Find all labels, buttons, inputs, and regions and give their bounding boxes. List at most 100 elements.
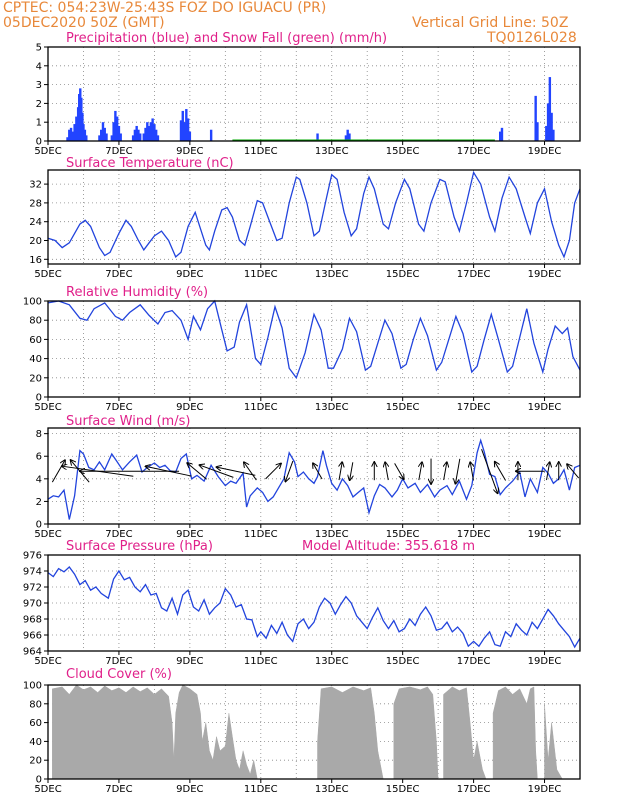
rh-ytick-label: 100 — [23, 297, 42, 308]
wind-vector-arrow — [200, 465, 234, 478]
rh-xtick-label: 17DEC — [457, 402, 491, 413]
precip-xtick-label: 17DEC — [457, 146, 491, 157]
precip-bar — [552, 129, 555, 141]
precip-bar — [545, 125, 548, 141]
precip-bar — [348, 133, 351, 141]
precip-xtick-label: 13DEC — [315, 146, 349, 157]
precip-bar — [115, 116, 119, 141]
precip-bar — [105, 133, 108, 141]
precip-bar — [85, 135, 88, 141]
precip-bar — [73, 124, 76, 141]
precip-bar — [142, 133, 145, 141]
rh-xtick-label: 5DEC — [34, 402, 61, 413]
precip-bar — [550, 112, 553, 141]
wind-vector-arrow — [547, 462, 550, 481]
wind-vector-arrow — [444, 462, 447, 481]
precip-bar — [135, 125, 138, 141]
precip-bar — [119, 133, 122, 141]
cloud-ytick-label: 0 — [36, 775, 42, 786]
pressure-panel: 964 966 968 970 972 974 976 5DEC 7DEC 9DEC 11DEC 13… — [23, 539, 581, 667]
wind-xtick-label: 7DEC — [105, 529, 132, 540]
wind-series-line — [47, 438, 581, 520]
cloud-title: Cloud Cover (%) — [66, 667, 172, 682]
precip-ytick-label: 5 — [36, 43, 42, 54]
rh-xtick-label: 13DEC — [315, 402, 349, 413]
wind-vector-arrow — [470, 462, 473, 481]
wind-title: Surface Wind (m/s) — [66, 414, 190, 429]
wind-vector-arrow — [350, 462, 353, 480]
rh-ytick-label: 40 — [29, 354, 42, 365]
precip-title: Precipitation (blue) and Snow Fall (gree… — [66, 31, 387, 46]
pressure-subtitle: Model Altitude: 355.618 m — [302, 539, 475, 554]
rh-ytick-label: 20 — [29, 373, 42, 384]
precip-bar — [149, 122, 153, 141]
precip-bar — [147, 125, 151, 141]
precip-bar — [131, 135, 135, 141]
cloud-xtick-label: 17DEC — [457, 784, 491, 795]
cloud-xtick-label: 5DEC — [34, 784, 61, 795]
precip-bar — [112, 122, 115, 141]
wind-xtick-label: 17DEC — [457, 529, 491, 540]
header-code: TQ0126L028 — [487, 30, 577, 46]
precip-bar — [151, 118, 154, 141]
pressure-ytick-label: 972 — [23, 583, 42, 594]
wind-xtick-label: 15DEC — [386, 529, 420, 540]
cloud-ytick-label: 40 — [29, 737, 42, 748]
precip-frame — [47, 46, 581, 142]
pressure-xtick-label: 11DEC — [244, 656, 278, 667]
precip-bar — [548, 77, 552, 141]
precip-bar — [144, 127, 147, 141]
temp-xtick-label: 17DEC — [457, 269, 491, 280]
wind-vector-arrow — [394, 463, 404, 479]
wind-vector-arrow — [187, 463, 207, 480]
wind-ytick-label: 8 — [36, 429, 42, 440]
precip-xtick-label: 19DEC — [528, 146, 562, 157]
wind-vector-arrow — [385, 462, 388, 481]
wind-vector-arrow — [51, 460, 65, 483]
pressure-xtick-label: 15DEC — [386, 656, 420, 667]
precip-xtick-label: 9DEC — [176, 146, 203, 157]
precip-bar — [499, 131, 502, 141]
rh-ytick-label: 60 — [29, 335, 42, 346]
precip-bar — [179, 120, 183, 141]
precip-bar — [71, 131, 75, 141]
pressure-ytick-label: 968 — [23, 615, 42, 626]
precip-bar — [100, 129, 103, 141]
wind-vector-arrow — [265, 464, 281, 480]
precip-bar — [146, 122, 149, 141]
header-run-time: 05DEC2020 50Z (GMT) — [3, 15, 165, 31]
rh-xtick-label: 7DEC — [105, 402, 132, 413]
precip-bar — [500, 127, 504, 141]
cloud-xtick-label: 19DEC — [528, 784, 562, 795]
temp-title: Surface Temperature (nC) — [66, 156, 234, 171]
rh-xtick-label: 19DEC — [528, 402, 562, 413]
precip-ytick-label: 0 — [36, 137, 42, 148]
wind-vector-arrow — [244, 462, 257, 481]
precip-ytick-label: 3 — [36, 80, 42, 91]
precip-bar — [133, 129, 137, 141]
cloud-panel: 0 20 40 60 80 100 5DEC 7DEC 9DEC 11DEC 13DEC 15DEC 1… — [23, 667, 581, 795]
pressure-xtick-label: 19DEC — [528, 656, 562, 667]
rh-xtick-label: 15DEC — [386, 402, 420, 413]
wind-ytick-label: 4 — [36, 474, 42, 485]
wind-xtick-label: 13DEC — [315, 529, 349, 540]
precip-xtick-label: 5DEC — [34, 146, 61, 157]
precip-bar — [83, 129, 87, 141]
wind-panel: 0 2 4 6 8 5DEC 7DEC 9DEC 11DEC 13DEC 15DEC 17DEC 19D… — [34, 414, 581, 540]
temp-xtick-label: 5DEC — [34, 269, 61, 280]
precip-bar — [103, 127, 106, 141]
pressure-ytick-label: 974 — [23, 567, 42, 578]
wind-ytick-label: 2 — [36, 497, 42, 508]
wind-xtick-label: 5DEC — [34, 529, 61, 540]
precip-bar — [188, 131, 192, 141]
precip-bar — [181, 110, 184, 141]
wind-xtick-label: 11DEC — [244, 529, 278, 540]
wind-vector-arrow — [419, 462, 422, 481]
precip-bar — [316, 133, 319, 141]
header-grid-note: Vertical Grid Line: 50Z — [412, 15, 569, 31]
temp-ytick-label: 16 — [29, 255, 42, 266]
temp-xtick-label: 7DEC — [105, 269, 132, 280]
pressure-ytick-label: 964 — [23, 647, 42, 658]
rh-xtick-label: 11DEC — [244, 402, 278, 413]
